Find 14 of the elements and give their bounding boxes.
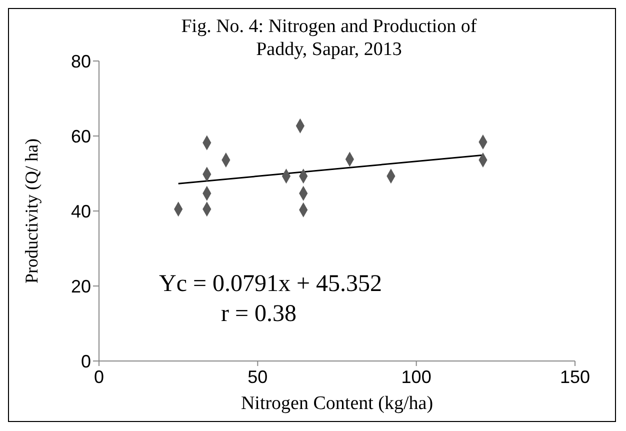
x-tick-label: 0 — [94, 366, 104, 387]
x-tick-label: 50 — [248, 366, 268, 387]
y-tick-label: 40 — [70, 201, 91, 222]
y-tick-label: 0 — [80, 351, 91, 372]
y-tick-label: 80 — [70, 51, 91, 72]
x-tick-label: 100 — [401, 366, 432, 387]
annotation: Yc = 0.0791x + 45.352 — [159, 271, 382, 298]
x-axis-title: Nitrogen Content (kg/ha) — [240, 393, 434, 414]
annotation: r = 0.38 — [221, 301, 297, 328]
x-tick-label: 150 — [560, 366, 590, 387]
y-tick-label: 20 — [70, 276, 91, 296]
y-tick-label: 60 — [70, 126, 91, 146]
y-axis-title: Productivity (Q/ ha) — [21, 138, 42, 284]
chart-title: Fig. No. 4: Nitrogen and Production of Paddy, Sapar, 2013 — [180, 15, 478, 61]
